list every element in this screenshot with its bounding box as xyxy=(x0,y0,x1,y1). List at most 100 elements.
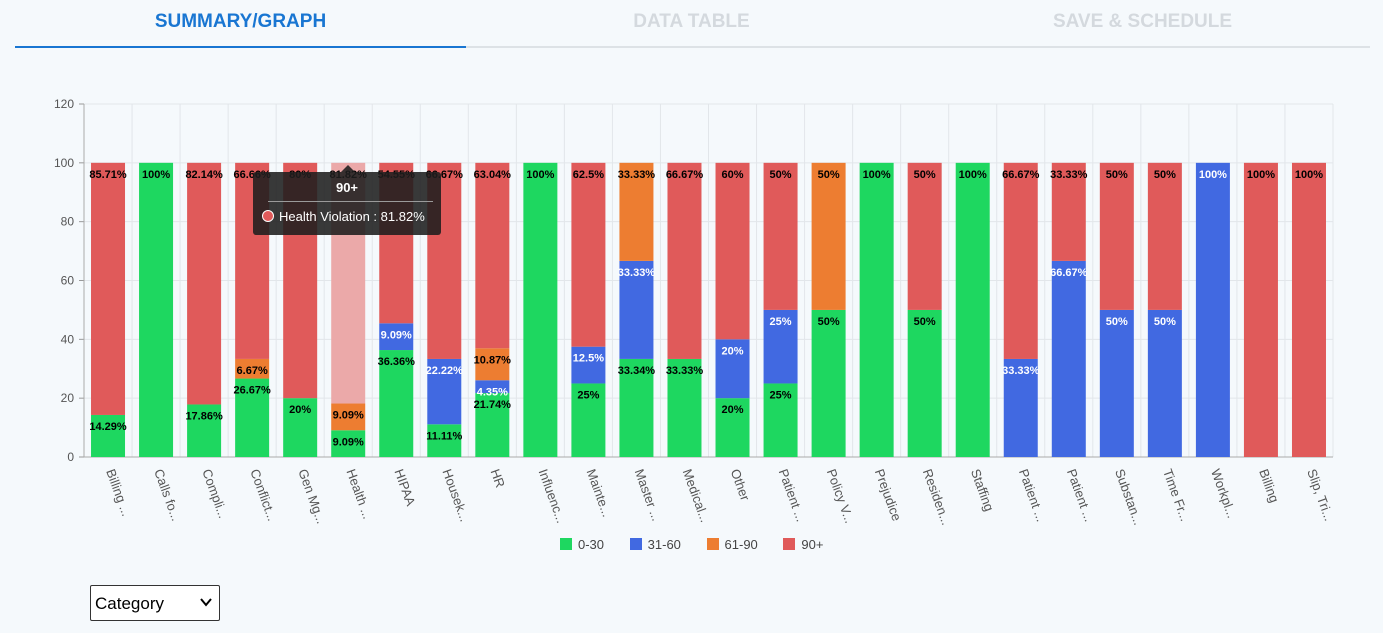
data-label: 100% xyxy=(863,169,891,181)
data-label: 9.09% xyxy=(333,436,364,448)
bar-segment xyxy=(1003,358,1038,457)
chart-legend: 0-30 31-60 61-90 90+ xyxy=(560,537,845,553)
x-tick-label: Calls fo... xyxy=(151,467,184,523)
data-label: 4.35% xyxy=(477,386,508,398)
data-label: 63.04% xyxy=(474,169,512,181)
x-tick-label: Mainte... xyxy=(584,467,615,519)
tooltip-row: Health Violation : 81.82% xyxy=(262,209,425,224)
bar-segment xyxy=(1003,162,1038,359)
data-label: 22.22% xyxy=(426,365,464,377)
data-label: 50% xyxy=(1106,316,1128,328)
data-label: 33.33% xyxy=(618,169,656,181)
x-tick-label: Policy V... xyxy=(824,467,857,525)
tab-save-schedule[interactable]: SAVE & SCHEDULE xyxy=(1052,11,1233,32)
legend-label: 31-60 xyxy=(647,537,681,552)
data-label: 20% xyxy=(289,404,311,416)
bar-segment xyxy=(1147,162,1182,310)
legend-swatch xyxy=(560,538,572,550)
data-label: 25% xyxy=(577,389,599,401)
legend-swatch xyxy=(706,538,719,550)
x-tick-label: HIPAA xyxy=(391,467,418,508)
data-label: 20% xyxy=(722,404,744,416)
legend-item-61-90[interactable]: 61-90 xyxy=(706,537,758,552)
bar-segment xyxy=(523,162,558,458)
data-label: 9.09% xyxy=(333,410,364,422)
bar-segment xyxy=(667,162,702,359)
tooltip-text: Health Violation : 81.82% xyxy=(279,209,425,224)
data-label: 26.67% xyxy=(233,385,271,397)
legend-item-31-60[interactable]: 31-60 xyxy=(629,537,681,552)
x-tick-label: Health ... xyxy=(343,467,375,521)
data-label: 50% xyxy=(770,169,792,181)
bar-segment xyxy=(187,404,222,457)
data-label: 66.67% xyxy=(1050,267,1088,279)
x-tick-label: Slip, Tri... xyxy=(1304,467,1337,523)
legend-label: 61-90 xyxy=(724,537,758,552)
data-label: 100% xyxy=(142,169,170,181)
bar-segment xyxy=(715,162,750,340)
x-tick-label: Billing ... xyxy=(103,467,134,518)
data-label: 11.11% xyxy=(426,430,462,442)
bar-segment xyxy=(331,430,366,457)
data-label: 82.14% xyxy=(185,169,223,181)
x-tick-label: Workpl... xyxy=(1208,467,1240,520)
data-label: 33.34% xyxy=(618,365,656,377)
tab-bar: SUMMARY/GRAPH DATA TABLE SAVE & SCHEDULE xyxy=(15,0,1370,50)
data-label: 100% xyxy=(1199,169,1227,181)
bar-segment xyxy=(763,383,798,457)
bar-segment xyxy=(571,383,606,457)
y-tick-label: 20 xyxy=(61,391,75,405)
data-label: 25% xyxy=(770,316,792,328)
x-tick-label: Housek... xyxy=(439,467,472,524)
bar-segment xyxy=(571,162,606,347)
data-label: 85.71% xyxy=(89,169,127,181)
tooltip-separator xyxy=(268,201,433,202)
y-tick-label: 80 xyxy=(61,215,75,229)
x-tick-label: Master ... xyxy=(632,467,665,523)
bar-segment xyxy=(235,378,270,457)
data-label: 100% xyxy=(526,169,554,181)
x-tick-label: Influenc... xyxy=(536,467,569,525)
bar-segment xyxy=(475,348,510,381)
bar-segment xyxy=(91,414,126,457)
y-tick-label: 0 xyxy=(67,450,74,464)
x-tick-label: Conflict... xyxy=(247,467,280,523)
data-label: 14.29% xyxy=(89,421,127,433)
bar-segment xyxy=(1051,162,1086,261)
bar-segment xyxy=(619,358,654,457)
stacked-bar-chart: 0 20 40 60 80 100 120 14.29% 85.71% 100% 17.86% 82.… xyxy=(54,97,1337,527)
tooltip-series-dot-icon xyxy=(262,210,274,222)
x-tick-label: Patient ... xyxy=(1016,467,1049,524)
data-label: 25% xyxy=(770,389,792,401)
bar-segment xyxy=(427,358,462,425)
tab-summary-graph[interactable]: SUMMARY/GRAPH xyxy=(154,11,327,32)
bar-segment xyxy=(571,346,606,384)
data-label: 50% xyxy=(1154,169,1176,181)
tab-data-table[interactable]: DATA TABLE xyxy=(633,11,750,32)
legend-swatch xyxy=(783,538,796,550)
bar-segment xyxy=(859,162,894,458)
bar-segment xyxy=(1051,260,1086,457)
bar-segment xyxy=(1147,309,1182,457)
data-label: 33.33% xyxy=(1050,169,1088,181)
x-tick-label: Patient ... xyxy=(1064,467,1097,524)
active-tab-indicator xyxy=(15,46,466,48)
data-label: 100% xyxy=(1295,169,1323,181)
data-label: 9.09% xyxy=(381,329,412,341)
tooltip-arrow xyxy=(341,165,355,172)
select-value: Category xyxy=(95,594,164,613)
bar-segment xyxy=(475,380,510,394)
x-tick-label: Other xyxy=(728,467,753,503)
x-tick-label: Staffing xyxy=(968,467,997,513)
data-label: 33.33% xyxy=(666,365,704,377)
data-label: 50% xyxy=(1106,169,1128,181)
x-tick-label: Compli... xyxy=(199,467,231,520)
data-label: 21.74% xyxy=(474,399,512,411)
legend-item-0-30[interactable]: 0-30 xyxy=(560,537,604,552)
legend-item-90-plus[interactable]: 90+ xyxy=(783,537,823,552)
bar-segment xyxy=(715,398,750,457)
bar-segment xyxy=(331,403,366,431)
bar-segment xyxy=(475,162,510,349)
category-select[interactable]: Category xyxy=(90,585,220,621)
x-tick-label: Prejudice xyxy=(872,467,905,523)
